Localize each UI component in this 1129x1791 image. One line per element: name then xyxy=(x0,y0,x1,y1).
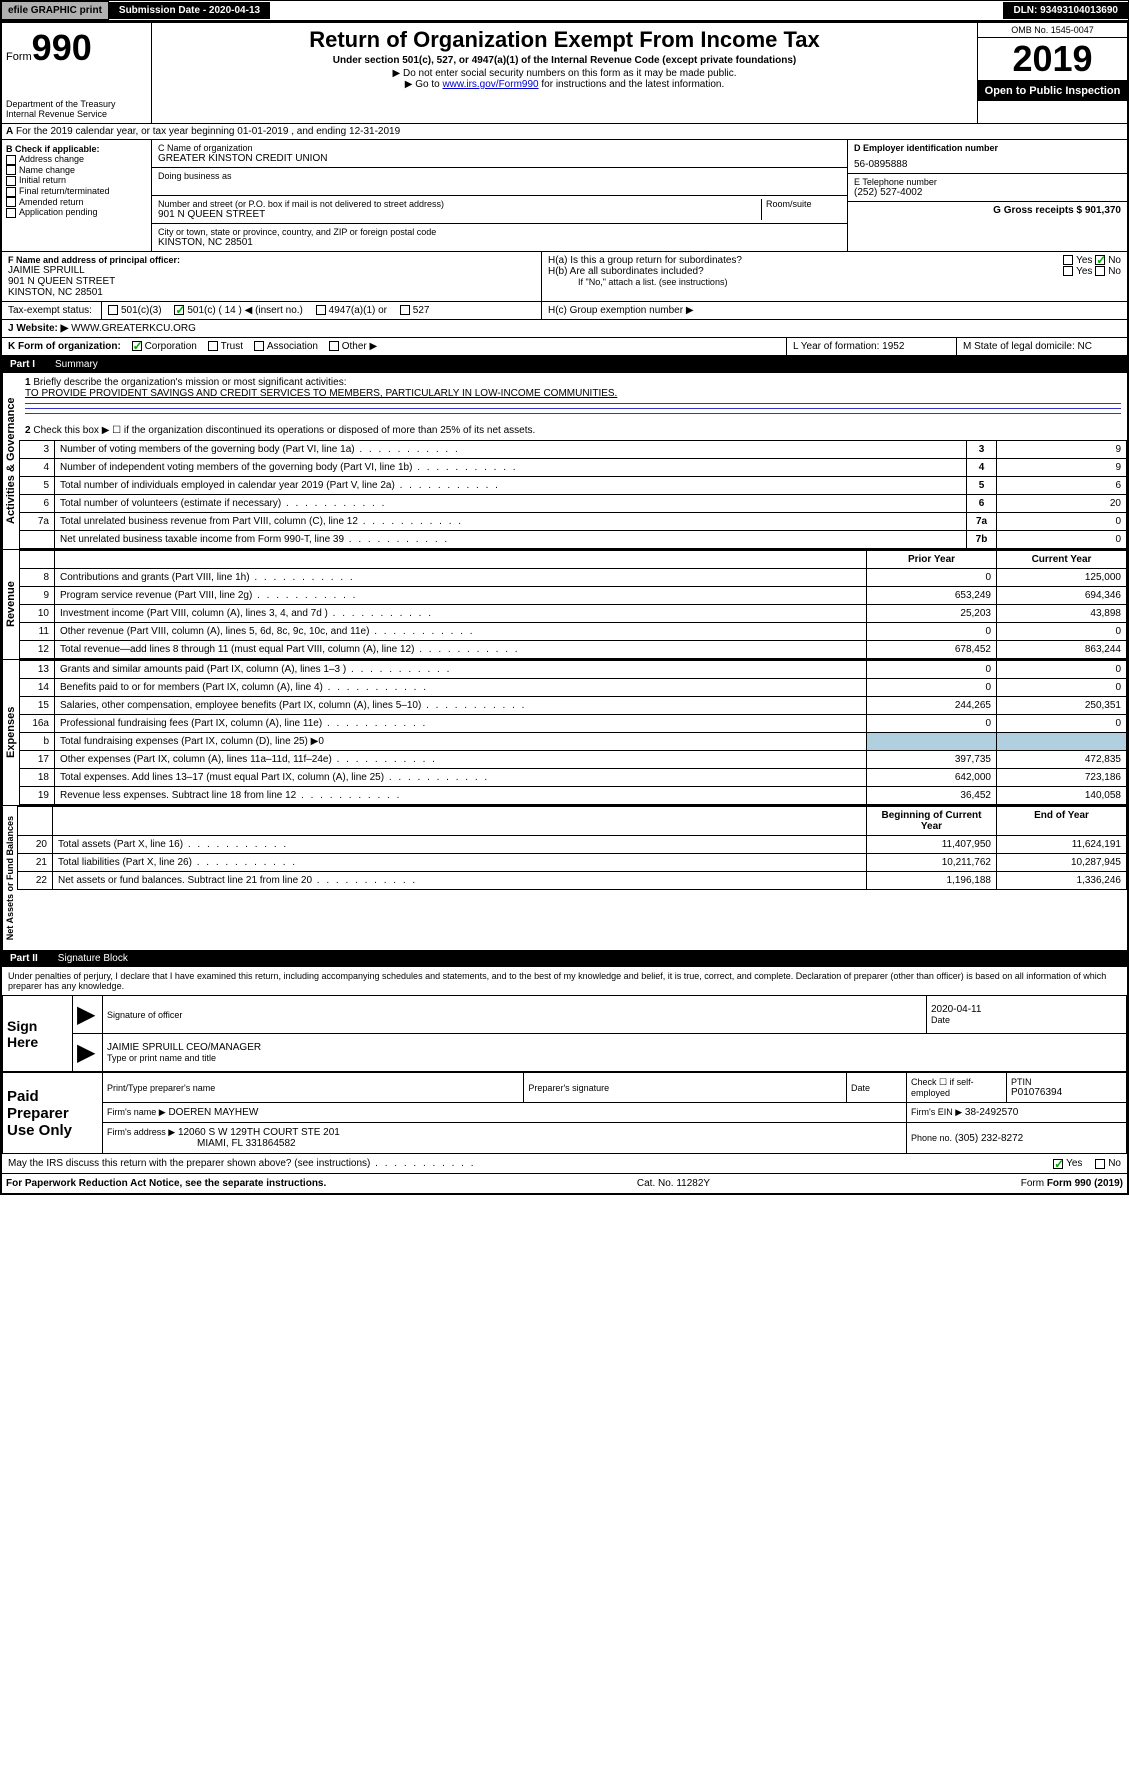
final-return: Final return/terminated xyxy=(19,186,110,196)
addr-change: Address change xyxy=(19,154,84,164)
city-label: City or town, state or province, country… xyxy=(158,227,841,237)
form-org-label: K Form of organization: xyxy=(8,341,121,352)
omb-number: OMB No. 1545-0047 xyxy=(978,23,1127,38)
top-bar: efile GRAPHIC print Submission Date - 20… xyxy=(0,0,1129,21)
vert-netassets: Net Assets or Fund Balances xyxy=(2,806,17,950)
officer-label: F Name and address of principal officer: xyxy=(8,255,535,265)
part1-header: Part I Summary xyxy=(2,356,1127,373)
firm-city: MIAMI, FL 331864582 xyxy=(197,1138,296,1149)
amended: Amended return xyxy=(19,197,84,207)
gross-receipts: G Gross receipts $ 901,370 xyxy=(854,205,1121,216)
q1-answer: TO PROVIDE PROVIDENT SAVINGS AND CREDIT … xyxy=(25,388,617,399)
officer-addr2: KINSTON, NC 28501 xyxy=(8,287,535,298)
dept-treasury: Department of the Treasury xyxy=(6,99,147,109)
efile-button[interactable]: efile GRAPHIC print xyxy=(1,1,109,20)
city-state-zip: KINSTON, NC 28501 xyxy=(158,237,841,248)
discuss-question: May the IRS discuss this return with the… xyxy=(8,1158,370,1169)
vert-expenses: Expenses xyxy=(2,660,19,805)
phone-value: (252) 527-4002 xyxy=(854,187,1121,198)
sign-here: Sign Here xyxy=(3,996,73,1072)
firm-name: DOEREN MAYHEW xyxy=(168,1107,258,1118)
street-address: 901 N QUEEN STREET xyxy=(158,209,761,220)
form-label: Form xyxy=(6,51,32,63)
sig-date: 2020-04-11 xyxy=(931,1004,1122,1015)
ssn-note: ▶ Do not enter social security numbers o… xyxy=(156,68,973,79)
form-title: Return of Organization Exempt From Incom… xyxy=(156,27,973,53)
year-formation: L Year of formation: 1952 xyxy=(787,338,957,355)
room-label: Room/suite xyxy=(766,199,841,209)
form-subtitle: Under section 501(c), 527, or 4947(a)(1)… xyxy=(156,55,973,66)
website-value: WWW.GREATERKCU.ORG xyxy=(71,323,196,334)
vert-activities: Activities & Governance xyxy=(2,373,19,549)
app-pending: Application pending xyxy=(19,207,98,217)
dln: DLN: 93493104013690 xyxy=(1003,2,1128,19)
part2-header: Part II Signature Block xyxy=(2,950,1127,967)
hb-label: H(b) Are all subordinates included? xyxy=(548,266,704,277)
dba-label: Doing business as xyxy=(158,171,841,181)
phone-label: E Telephone number xyxy=(854,177,1121,187)
website-label: Website: ▶ xyxy=(16,323,68,334)
form-number: 990 xyxy=(32,27,92,68)
org-name: GREATER KINSTON CREDIT UNION xyxy=(158,153,841,164)
initial-return: Initial return xyxy=(19,175,66,185)
section-a: A For the 2019 calendar year, or tax yea… xyxy=(2,124,1127,140)
footer-left: For Paperwork Reduction Act Notice, see … xyxy=(6,1178,326,1189)
firm-ein: 38-2492570 xyxy=(965,1107,1018,1118)
sig-officer-label: Signature of officer xyxy=(107,1010,922,1020)
ptin: P01076394 xyxy=(1011,1087,1122,1098)
ein-value: 56-0895888 xyxy=(854,159,1121,170)
perjury-statement: Under penalties of perjury, I declare th… xyxy=(2,967,1127,995)
ein-label: D Employer identification number xyxy=(854,143,1121,153)
state-domicile: M State of legal domicile: NC xyxy=(957,338,1127,355)
tax-year: 2019 xyxy=(978,38,1127,81)
firm-phone: (305) 232-8272 xyxy=(955,1133,1023,1144)
q1: Briefly describe the organization's miss… xyxy=(33,377,346,388)
officer-addr1: 901 N QUEEN STREET xyxy=(8,276,535,287)
tax-exempt-label: Tax-exempt status: xyxy=(2,302,102,319)
irs-label: Internal Revenue Service xyxy=(6,109,147,119)
box-b: B Check if applicable: Address change Na… xyxy=(2,140,152,251)
goto-post: for instructions and the latest informat… xyxy=(539,79,725,90)
footer-right: Form Form 990 (2019) xyxy=(1021,1178,1123,1189)
hb-note: If "No," attach a list. (see instruction… xyxy=(578,277,1121,287)
firm-addr: 12060 S W 129TH COURT STE 201 xyxy=(178,1127,340,1138)
officer-name: JAIMIE SPRUILL xyxy=(8,265,535,276)
addr-label: Number and street (or P.O. box if mail i… xyxy=(158,199,761,209)
vert-revenue: Revenue xyxy=(2,550,19,659)
q2: Check this box ▶ ☐ if the organization d… xyxy=(33,425,535,436)
name-label: C Name of organization xyxy=(158,143,841,153)
paid-preparer: Paid Preparer Use Only xyxy=(3,1073,103,1154)
open-public-badge: Open to Public Inspection xyxy=(978,81,1127,101)
name-change: Name change xyxy=(19,165,75,175)
officer-print-name: JAIMIE SPRUILL CEO/MANAGER xyxy=(107,1042,1122,1053)
hc-label: H(c) Group exemption number ▶ xyxy=(542,302,1127,319)
ha-label: H(a) Is this a group return for subordin… xyxy=(548,255,742,266)
footer-mid: Cat. No. 11282Y xyxy=(637,1178,710,1189)
submission-date: Submission Date - 2020-04-13 xyxy=(109,2,270,19)
irs-link[interactable]: www.irs.gov/Form990 xyxy=(442,79,538,90)
goto-pre: ▶ Go to xyxy=(405,79,443,90)
box-b-label: B Check if applicable: xyxy=(6,144,147,154)
